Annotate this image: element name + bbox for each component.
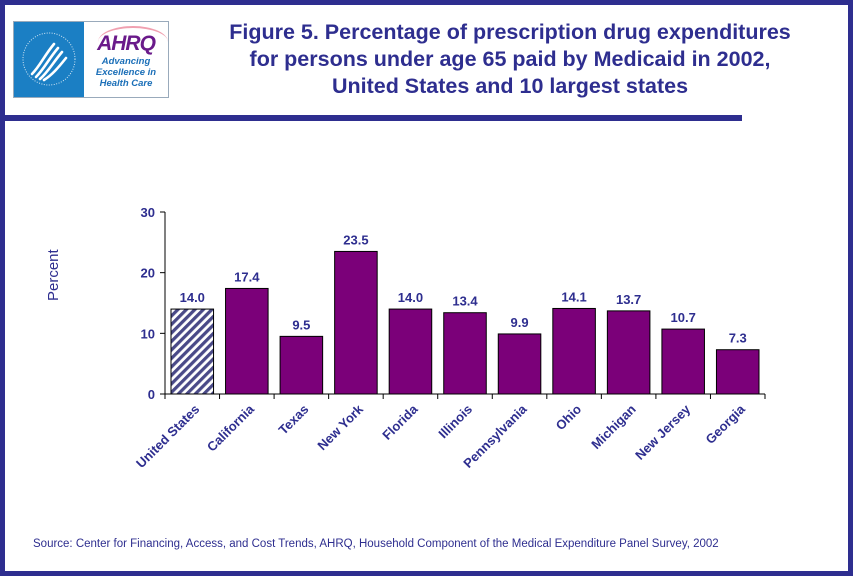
x-tick-label: Georgia [703,401,749,447]
data-label: 17.4 [234,269,260,284]
bar-ohio [552,307,596,395]
data-label: 14.0 [398,290,423,305]
ahrq-arc-icon [98,26,168,58]
data-label: 10.7 [671,310,696,325]
x-tick-label: California [204,401,258,455]
y-tick-label: 30 [141,205,155,220]
bar-new-york [334,250,378,395]
y-tick-label: 20 [141,266,155,281]
bar-united-states [170,308,215,395]
bar-california [225,287,269,395]
chart-title-line-3: United States and 10 largest states [331,74,689,98]
y-tick-label: 0 [148,387,155,402]
bar-texas [279,335,324,395]
ahrq-tagline-1: Advancing [101,56,151,67]
logo-block: AHRQ Advancing Excellence in Health Care [13,21,169,98]
x-tick-label: Florida [379,401,421,443]
x-tick-label: United States [133,402,202,471]
chart-title-line-2: for persons under age 65 paid by Medicai… [249,47,771,71]
bar-michigan [606,310,651,395]
x-tick-label: Texas [275,402,311,438]
bar-pennsylvania [497,333,542,395]
x-tick-label: Michigan [588,401,638,451]
bar-florida [388,308,433,395]
bar-new-jersey [661,328,705,395]
data-label: 14.0 [180,290,205,305]
ahrq-tagline-2: Excellence in [95,67,157,78]
data-label: 9.9 [511,315,529,330]
bar-georgia [715,349,760,395]
data-label: 14.1 [561,289,586,304]
x-tick-label: Illinois [435,402,475,442]
source-note: Source: Center for Financing, Access, an… [33,538,719,550]
title-divider [5,115,742,121]
x-tick-label: New Jersey [632,401,694,463]
data-label: 9.5 [292,317,310,332]
x-tick-label: Ohio [553,401,585,433]
bar-illinois [443,312,487,395]
chart-title: Figure 5. Percentage of prescription dru… [180,19,840,100]
ahrq-tagline-3: Health Care [99,78,153,89]
data-label: 7.3 [729,331,747,346]
x-tick-label: New York [314,401,366,453]
y-tick-label: 10 [141,326,155,341]
data-label: 13.4 [452,294,478,309]
bar-chart: 14.0 United States 17.4 California 9.5 Texas 2… [133,205,766,471]
data-label: 23.5 [343,232,368,247]
chart-title-line-1: Figure 5. Percentage of prescription dru… [229,20,791,44]
ahrq-logo: AHRQ Advancing Excellence in Health Care [84,22,168,97]
hhs-eagle-icon [14,22,84,97]
data-label: 13.7 [616,292,641,307]
